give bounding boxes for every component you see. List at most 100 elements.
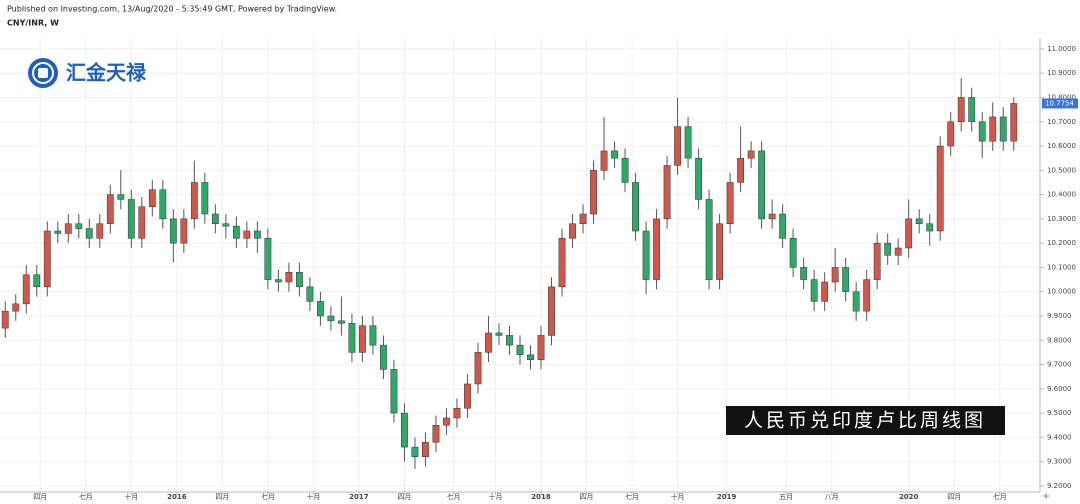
x-tick-label: 七月 bbox=[625, 492, 639, 501]
logo-icon-ring bbox=[32, 62, 54, 84]
candle-body bbox=[978, 121, 986, 142]
candle-body bbox=[558, 238, 566, 288]
candle-body bbox=[401, 412, 408, 448]
candle-body bbox=[1010, 103, 1018, 142]
y-tick-label: 11.0000 bbox=[1047, 45, 1076, 53]
candle-body bbox=[75, 223, 83, 229]
candle-body bbox=[747, 150, 755, 159]
candle-body bbox=[148, 189, 156, 207]
y-tick-label: 9.2000 bbox=[1047, 482, 1072, 490]
candle-body bbox=[957, 97, 965, 123]
candle-body bbox=[422, 441, 429, 458]
candle-body bbox=[96, 223, 104, 239]
x-tick-label: 十月 bbox=[306, 492, 320, 501]
y-tick-label: 10.3000 bbox=[1047, 215, 1076, 223]
candle-body bbox=[380, 344, 387, 370]
y-tick-label: 9.8000 bbox=[1047, 336, 1072, 344]
candle-body bbox=[621, 157, 629, 183]
candle-body bbox=[253, 230, 261, 239]
candle-body bbox=[600, 150, 608, 171]
candle-body bbox=[926, 223, 934, 232]
candle-body bbox=[243, 230, 251, 239]
y-tick-label: 10.7000 bbox=[1047, 118, 1076, 126]
x-tick-label: 2020 bbox=[899, 493, 919, 501]
candle-body bbox=[443, 417, 450, 426]
candle-body bbox=[726, 182, 734, 224]
y-tick-label: 9.4000 bbox=[1047, 433, 1072, 441]
y-tick-label: 10.4000 bbox=[1047, 191, 1076, 199]
y-tick-label: 9.5000 bbox=[1047, 409, 1072, 417]
candle-body bbox=[190, 182, 198, 220]
candle-body bbox=[842, 267, 850, 292]
candle-body bbox=[705, 199, 713, 280]
candle-body bbox=[905, 218, 913, 249]
candle-body bbox=[831, 267, 839, 283]
candle-body bbox=[138, 206, 146, 239]
candle-body bbox=[54, 230, 62, 234]
x-tick-label: 七月 bbox=[261, 492, 275, 501]
candle-body bbox=[968, 97, 976, 123]
candle-body bbox=[873, 242, 881, 280]
y-tick-label: 10.1000 bbox=[1047, 263, 1076, 271]
candle-body bbox=[285, 272, 293, 283]
candle-body bbox=[295, 272, 303, 288]
x-tick-label: 八月 bbox=[825, 493, 839, 501]
source-note: Published on Investing.com, 13/Aug/2020 … bbox=[7, 5, 337, 14]
candle-body bbox=[716, 223, 723, 280]
candle-body bbox=[327, 315, 335, 322]
chart-title: CNY/INR, W bbox=[7, 19, 59, 28]
candle-body bbox=[43, 230, 51, 288]
candle-body bbox=[516, 344, 524, 356]
y-tick-label: 10.6000 bbox=[1047, 142, 1076, 150]
candle-body bbox=[579, 213, 587, 224]
overlay-box bbox=[726, 406, 1005, 435]
candle-body bbox=[894, 247, 902, 256]
y-tick-label: 10.2000 bbox=[1047, 239, 1076, 247]
x-tick-label: 四月 bbox=[947, 493, 961, 501]
candle-body bbox=[169, 218, 177, 244]
candle-body bbox=[22, 274, 30, 305]
candle-body bbox=[789, 238, 797, 268]
candle-body bbox=[201, 182, 209, 215]
overlay-text: 人民币兑印度卢比周线图 bbox=[744, 410, 986, 432]
candle-body bbox=[432, 424, 440, 443]
candle-body bbox=[569, 223, 576, 239]
candle-body bbox=[632, 182, 639, 232]
candle-body bbox=[85, 228, 93, 239]
logo: 汇金天禄 bbox=[28, 58, 147, 88]
candle-body bbox=[64, 223, 72, 234]
candle-body bbox=[695, 157, 702, 200]
candle-body bbox=[1, 310, 9, 329]
candle-body bbox=[127, 199, 135, 239]
x-tick-label: 2018 bbox=[531, 493, 551, 501]
candle-body bbox=[495, 332, 503, 336]
x-tick-label: 四月 bbox=[397, 493, 411, 501]
candle-body bbox=[274, 279, 282, 283]
candle-body bbox=[915, 218, 923, 224]
candle-body bbox=[369, 325, 377, 346]
y-tick-label: 9.6000 bbox=[1047, 385, 1072, 393]
candle-body bbox=[737, 157, 745, 183]
candle-body bbox=[211, 213, 219, 224]
x-tick-label: 四月 bbox=[215, 493, 229, 501]
candle-body bbox=[821, 281, 829, 302]
last-price-box bbox=[1042, 98, 1078, 109]
candle-body bbox=[306, 286, 314, 302]
y-tick-label: 9.7000 bbox=[1047, 361, 1072, 369]
candle-body bbox=[684, 126, 692, 159]
candle-body bbox=[222, 223, 230, 227]
candle-body bbox=[527, 354, 534, 360]
candle-body bbox=[947, 121, 955, 147]
x-tick-label: 七月 bbox=[446, 492, 460, 501]
candle-body bbox=[317, 301, 324, 317]
candle-body bbox=[117, 194, 125, 200]
candle-body bbox=[653, 218, 660, 280]
candle-body bbox=[779, 213, 787, 239]
candle-body bbox=[33, 274, 41, 288]
candle-body bbox=[159, 189, 167, 220]
candle-body bbox=[411, 446, 419, 458]
candle-body bbox=[611, 150, 618, 159]
candle-body bbox=[800, 267, 808, 280]
x-tick-label: 十月 bbox=[124, 492, 138, 501]
